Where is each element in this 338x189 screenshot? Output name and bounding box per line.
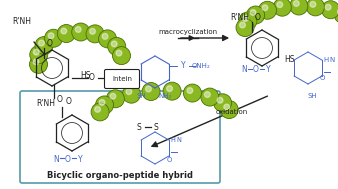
- Circle shape: [239, 12, 257, 30]
- Text: macrocyclization: macrocyclization: [159, 29, 218, 35]
- Circle shape: [126, 89, 132, 94]
- Text: N: N: [53, 154, 59, 163]
- Circle shape: [217, 97, 223, 103]
- Text: SH: SH: [307, 93, 317, 99]
- Text: H: H: [171, 137, 175, 143]
- Circle shape: [111, 41, 117, 47]
- Circle shape: [95, 106, 100, 112]
- Circle shape: [116, 50, 122, 56]
- Text: O: O: [166, 157, 172, 163]
- Circle shape: [122, 85, 140, 103]
- Circle shape: [61, 28, 67, 34]
- Circle shape: [90, 29, 95, 34]
- Circle shape: [163, 82, 181, 100]
- Text: Bicyclic organo-peptide hybrid: Bicyclic organo-peptide hybrid: [47, 170, 193, 180]
- Circle shape: [307, 0, 324, 16]
- Text: ONH₂: ONH₂: [192, 63, 210, 69]
- Circle shape: [45, 29, 63, 47]
- Circle shape: [39, 40, 44, 46]
- Circle shape: [102, 33, 108, 39]
- Circle shape: [91, 103, 109, 121]
- Circle shape: [204, 92, 210, 98]
- Text: R'NH: R'NH: [230, 13, 249, 22]
- Text: N: N: [176, 137, 182, 143]
- Circle shape: [240, 22, 245, 28]
- Text: Y: Y: [181, 61, 185, 70]
- Circle shape: [106, 90, 124, 108]
- Circle shape: [277, 2, 283, 8]
- Circle shape: [167, 86, 172, 91]
- Text: H: H: [323, 57, 329, 63]
- Circle shape: [334, 5, 338, 23]
- Text: O: O: [65, 154, 71, 163]
- Circle shape: [273, 0, 291, 16]
- Circle shape: [113, 47, 130, 65]
- Text: O: O: [66, 98, 72, 106]
- FancyBboxPatch shape: [104, 70, 140, 88]
- Circle shape: [184, 84, 201, 102]
- Text: N: N: [241, 66, 247, 74]
- Circle shape: [33, 59, 39, 65]
- Circle shape: [99, 100, 105, 105]
- Text: O: O: [89, 74, 95, 83]
- Circle shape: [242, 15, 248, 21]
- Text: O: O: [253, 66, 259, 74]
- Circle shape: [259, 1, 276, 19]
- Circle shape: [29, 55, 48, 73]
- Circle shape: [86, 25, 104, 43]
- Circle shape: [72, 23, 90, 41]
- Circle shape: [310, 2, 316, 7]
- Circle shape: [33, 49, 39, 55]
- Circle shape: [142, 83, 160, 101]
- Circle shape: [108, 37, 126, 55]
- Text: HS: HS: [284, 56, 294, 64]
- FancyBboxPatch shape: [20, 91, 220, 183]
- Text: oxidation: oxidation: [216, 109, 248, 115]
- Text: Intein: Intein: [112, 76, 132, 82]
- Text: SH: SH: [136, 93, 146, 99]
- Text: O: O: [57, 95, 63, 105]
- Text: R'NH: R'NH: [36, 98, 55, 108]
- Circle shape: [214, 94, 232, 112]
- Text: S: S: [154, 123, 159, 132]
- Circle shape: [293, 1, 299, 6]
- Text: O: O: [255, 12, 261, 22]
- Circle shape: [325, 4, 331, 10]
- Circle shape: [96, 96, 114, 114]
- Circle shape: [201, 88, 219, 106]
- Circle shape: [290, 0, 308, 15]
- Circle shape: [236, 19, 254, 36]
- Circle shape: [57, 25, 75, 43]
- Text: NH₂: NH₂: [158, 93, 172, 99]
- Circle shape: [110, 93, 116, 99]
- Circle shape: [262, 5, 268, 11]
- Circle shape: [99, 30, 117, 48]
- Circle shape: [224, 104, 230, 110]
- Text: O: O: [47, 40, 53, 49]
- Circle shape: [35, 37, 53, 55]
- Text: N: N: [329, 57, 335, 63]
- Circle shape: [146, 86, 151, 92]
- Text: S: S: [137, 123, 141, 132]
- Circle shape: [250, 10, 256, 15]
- Text: Y: Y: [78, 154, 82, 163]
- Circle shape: [75, 27, 81, 32]
- Text: HS: HS: [80, 71, 91, 81]
- Circle shape: [247, 6, 265, 24]
- Circle shape: [322, 1, 338, 19]
- Text: R'NH: R'NH: [12, 18, 31, 26]
- Circle shape: [220, 101, 238, 119]
- Text: O: O: [319, 75, 325, 81]
- Text: Y: Y: [266, 66, 270, 74]
- Circle shape: [187, 88, 193, 93]
- Circle shape: [30, 46, 48, 64]
- Circle shape: [48, 33, 54, 39]
